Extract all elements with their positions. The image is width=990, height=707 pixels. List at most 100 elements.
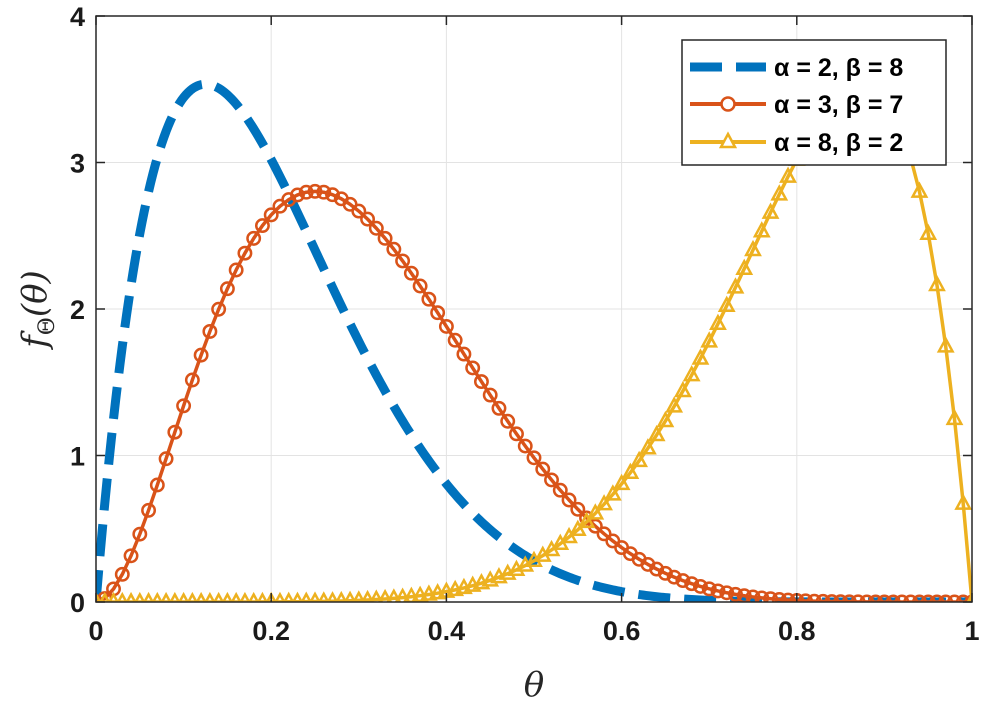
y-tick-label: 0 (70, 588, 85, 618)
series-3-point (230, 591, 242, 602)
series-2-point (377, 230, 393, 246)
series-2-point (482, 387, 498, 403)
series-3-point (621, 462, 640, 479)
series-2-point (149, 477, 165, 493)
series-2-point (263, 207, 279, 223)
x-tick-label: 0.6 (603, 616, 641, 646)
series-3-point (910, 181, 929, 198)
series-2-point (403, 265, 419, 281)
series-2-point (325, 187, 340, 203)
series-3-point (265, 591, 277, 602)
series-3-point (317, 591, 330, 602)
legend-marker-3 (718, 131, 738, 149)
series-2-point (719, 585, 735, 601)
series-2-point (798, 593, 814, 602)
series-2-point (701, 581, 717, 597)
series-3-point (213, 591, 225, 602)
series-2-point (430, 305, 446, 321)
x-tick-label: 0 (88, 616, 103, 646)
series-2-point (500, 413, 516, 429)
series-2-point (754, 590, 770, 602)
x-tick-label: 0.4 (428, 616, 466, 646)
series-2-point (710, 583, 726, 599)
series-3-point (665, 396, 684, 413)
series-3-point (647, 424, 666, 442)
series-3-point (744, 239, 762, 257)
series-3-point (335, 590, 348, 602)
series-2-point (114, 566, 130, 582)
x-axis-label: θ (524, 665, 544, 705)
y-tick-label: 3 (70, 149, 85, 179)
series-2-point (684, 576, 700, 592)
series-3-point (709, 313, 727, 331)
series-2-point (246, 230, 262, 246)
series-3-point (125, 591, 137, 602)
series-3-point (682, 364, 701, 382)
series-3-point (143, 591, 155, 602)
series-3-point (108, 591, 120, 602)
series-3-point (966, 591, 972, 602)
series-3-point (195, 591, 207, 602)
y-tick-label: 2 (70, 295, 85, 325)
series-3-point (779, 166, 797, 183)
series-3-point (568, 519, 587, 536)
series-3-point (936, 336, 955, 353)
series-3-point (630, 450, 649, 468)
series-2-point (763, 591, 778, 602)
legend-label-1: α = 2, β = 8 (774, 54, 903, 82)
series-2-point (666, 569, 682, 585)
series-3-point (691, 348, 710, 365)
series-2-point (167, 424, 183, 440)
series-3-point (577, 511, 596, 529)
series-2-point (360, 211, 376, 227)
series-2-point (228, 262, 244, 278)
series-2-point (202, 324, 218, 339)
series-3-point (377, 588, 393, 602)
series-3-point (134, 591, 146, 602)
series-2-point (421, 291, 437, 307)
series-3-point (586, 503, 605, 520)
series-2-point (473, 374, 489, 390)
series-3-point (239, 591, 251, 602)
series-2-point (298, 184, 314, 200)
series-2-point (316, 184, 332, 200)
series-2-point (447, 332, 463, 348)
series-3-point (160, 591, 172, 602)
series-2-point (806, 593, 822, 602)
series-3-point (343, 590, 357, 602)
series-3-point (674, 380, 692, 398)
series-3-point (283, 591, 295, 602)
series-2-point (509, 426, 524, 442)
y-axis-label: fΘ(θ) (15, 270, 60, 351)
series-2-point (675, 573, 691, 589)
series-2-point (728, 586, 743, 602)
series-3-point (770, 184, 789, 201)
series-3-point (352, 590, 366, 602)
series-2-point (552, 482, 568, 498)
legend-entry-3: α = 8, β = 2 (690, 129, 903, 157)
series-2-point (368, 220, 384, 236)
series-3-point (386, 588, 402, 602)
series-3-point (595, 494, 613, 511)
series-2-point (254, 218, 270, 234)
series-2-point (780, 592, 796, 602)
series-3-point (248, 591, 260, 602)
series-2-point (386, 241, 402, 257)
series-3-point (656, 410, 675, 428)
series-3-point (717, 295, 736, 313)
series-2-point (465, 360, 481, 376)
series-2-point (561, 492, 577, 508)
x-tick-label: 0.8 (778, 616, 816, 646)
series-3-point (945, 408, 964, 426)
series-3-point (394, 587, 411, 602)
y-axis-label-subscript: Θ (35, 317, 60, 335)
series-2-point (771, 592, 787, 602)
series-3-point (186, 591, 198, 602)
series-2-point (237, 245, 253, 261)
legend-entry-2: α = 3, β = 7 (690, 91, 903, 119)
series-3-point (919, 223, 938, 240)
series-2-point (649, 561, 665, 577)
series-3-point (96, 591, 102, 602)
series-3-point (151, 591, 163, 602)
